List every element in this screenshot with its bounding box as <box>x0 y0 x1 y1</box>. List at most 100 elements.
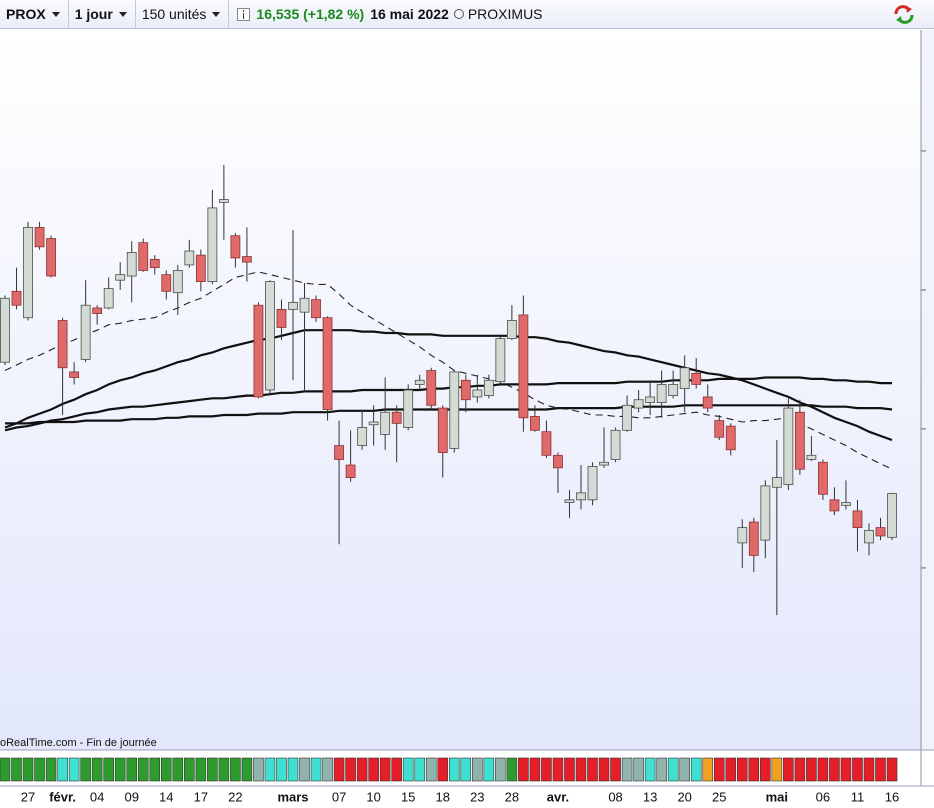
candle-body <box>633 399 644 409</box>
signal-cell <box>483 757 495 782</box>
period-select[interactable]: 1 jour <box>69 0 136 29</box>
candle-body <box>864 529 874 544</box>
signal-cell <box>748 757 760 782</box>
x-tick-label: 28 <box>505 789 519 804</box>
signal-cell <box>783 757 794 782</box>
candle-body <box>518 314 529 419</box>
signal-cell <box>495 757 506 782</box>
moving-average <box>4 271 893 470</box>
signal-cell <box>529 757 541 782</box>
candle-body <box>541 431 552 456</box>
candle-body <box>80 304 91 360</box>
candle-body <box>195 254 206 282</box>
signal-cell <box>114 757 126 782</box>
signal-cell <box>103 757 114 782</box>
candle-body <box>668 384 679 396</box>
candle-body <box>126 251 137 277</box>
candle-body <box>92 307 103 314</box>
signal-cell <box>345 757 356 782</box>
candle-body <box>760 485 771 541</box>
candle-body <box>103 288 114 309</box>
footer-note: oRealTime.com - Fin de journée <box>0 737 157 749</box>
signal-cell <box>230 757 241 782</box>
candle-body <box>299 297 310 313</box>
signal-cell <box>598 757 610 782</box>
candle-body <box>576 492 586 501</box>
signal-cell <box>863 757 875 782</box>
signal-cell <box>817 757 829 782</box>
candle-body <box>184 250 195 266</box>
signal-cell <box>829 757 840 782</box>
candle-body <box>34 226 45 248</box>
candle-body <box>115 274 126 281</box>
candle-body <box>11 290 22 306</box>
x-tick-label: 16 <box>885 789 899 804</box>
info-icon[interactable] <box>237 7 251 21</box>
candle-body <box>437 407 448 453</box>
signal-cell <box>437 757 449 782</box>
signal-cell <box>564 757 575 782</box>
signal-cell <box>264 757 276 782</box>
signal-cell <box>587 757 598 782</box>
candle-body <box>587 466 598 501</box>
x-tick-label: 18 <box>436 789 450 804</box>
signal-cell <box>218 757 230 782</box>
candle-body <box>679 367 690 390</box>
signal-cell <box>241 757 253 782</box>
signal-cell <box>806 757 817 782</box>
signal-cell <box>184 757 195 782</box>
candle-body <box>161 274 172 292</box>
candle-body <box>794 411 805 470</box>
candle-body <box>368 421 379 426</box>
signal-cell <box>172 757 184 782</box>
units: 150 unités <box>141 6 207 22</box>
quote-date: 16 mai 2022 <box>370 6 449 22</box>
candle-body <box>288 302 298 310</box>
candle-body <box>656 384 667 403</box>
x-tick-label: mars <box>277 789 308 804</box>
candle-body <box>23 226 33 319</box>
candle-body <box>806 454 817 460</box>
candle-body <box>887 493 897 538</box>
last-price: 16,535 (+1,82 %) <box>256 6 365 22</box>
signal-cell <box>667 757 679 782</box>
signal-cell <box>57 757 68 782</box>
candle-body <box>357 427 368 446</box>
signal-cell <box>126 757 138 782</box>
units-select[interactable]: 150 unités <box>136 0 230 29</box>
signal-cell <box>644 757 656 782</box>
candle-body <box>530 416 540 431</box>
candle-body <box>345 464 356 478</box>
x-tick-label: 06 <box>816 789 830 804</box>
candle-body <box>691 372 702 385</box>
candle-body <box>149 258 160 269</box>
candle-body <box>818 461 828 495</box>
signal-cell <box>552 757 564 782</box>
candle-body <box>725 425 736 451</box>
candle-body <box>172 270 183 294</box>
candle-body <box>771 477 782 488</box>
symbol-select[interactable]: PROX <box>0 0 69 29</box>
candle-body <box>714 420 725 438</box>
moving-average <box>5 404 893 425</box>
candle-body <box>829 499 840 512</box>
candle-body <box>483 379 494 396</box>
signal-cell <box>460 757 472 782</box>
candle-body <box>46 238 56 277</box>
signal-cell <box>518 757 529 782</box>
candle-body <box>702 396 713 409</box>
signal-cell <box>656 757 667 782</box>
x-tick-label: 22 <box>228 789 242 804</box>
refresh-icon[interactable] <box>892 3 916 25</box>
signal-cell <box>276 757 287 782</box>
signal-cell <box>45 757 57 782</box>
signal-cell <box>610 757 621 782</box>
signal-cell <box>852 757 863 782</box>
candle-body <box>391 411 402 424</box>
signal-cell <box>137 757 149 782</box>
signal-cell <box>333 757 345 782</box>
candle-body <box>414 379 425 385</box>
candle-body <box>599 461 609 466</box>
candle-body <box>553 454 563 469</box>
